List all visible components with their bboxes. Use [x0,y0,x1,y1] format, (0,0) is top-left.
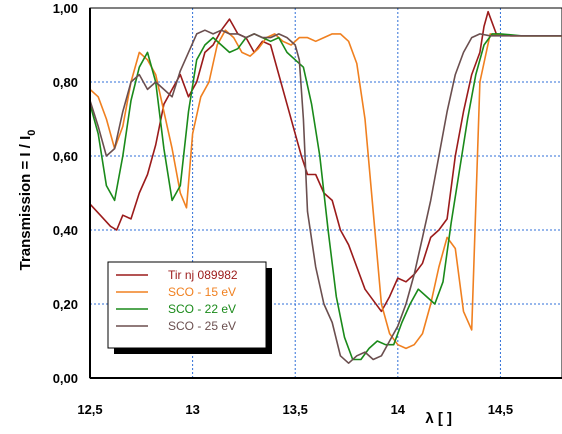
x-tick-labels: 12,5 13 13,5 14 14,5 [77,402,513,417]
x-axis-title: λ [ ] [425,410,452,427]
x-tick-label: 12,5 [77,402,102,417]
y-tick-label: 0,80 [53,75,78,90]
y-tick-label: 0,20 [53,297,78,312]
y-tick-labels: 0,00 0,20 0,40 0,60 0,80 1,00 [53,1,78,386]
legend-label: SCO - 15 eV [168,285,236,299]
legend-label: Tir nj 089982 [168,268,238,282]
x-tick-label: 14 [391,402,406,417]
y-tick-label: 0,60 [53,149,78,164]
y-tick-label: 0,40 [53,223,78,238]
y-tick-label: 1,00 [53,1,78,16]
x-tick-label: 14,5 [488,402,513,417]
series-line-3 [89,33,562,361]
y-axis-title: Transmission = I / I0 [17,130,38,271]
series-line-4 [89,29,562,365]
series-layer [89,10,562,365]
legend: Tir nj 089982 SCO - 15 eV SCO - 22 eV SCO -… [107,261,272,354]
y-tick-label: 0,00 [53,371,78,386]
x-tick-label: 13,5 [283,402,308,417]
legend-label: SCO - 22 eV [168,302,236,316]
series-line-1 [89,10,562,313]
legend-box [107,261,267,349]
x-tick-label: 13 [185,402,199,417]
series-line-2 [89,29,562,350]
legend-label: SCO - 25 eV [168,319,236,333]
